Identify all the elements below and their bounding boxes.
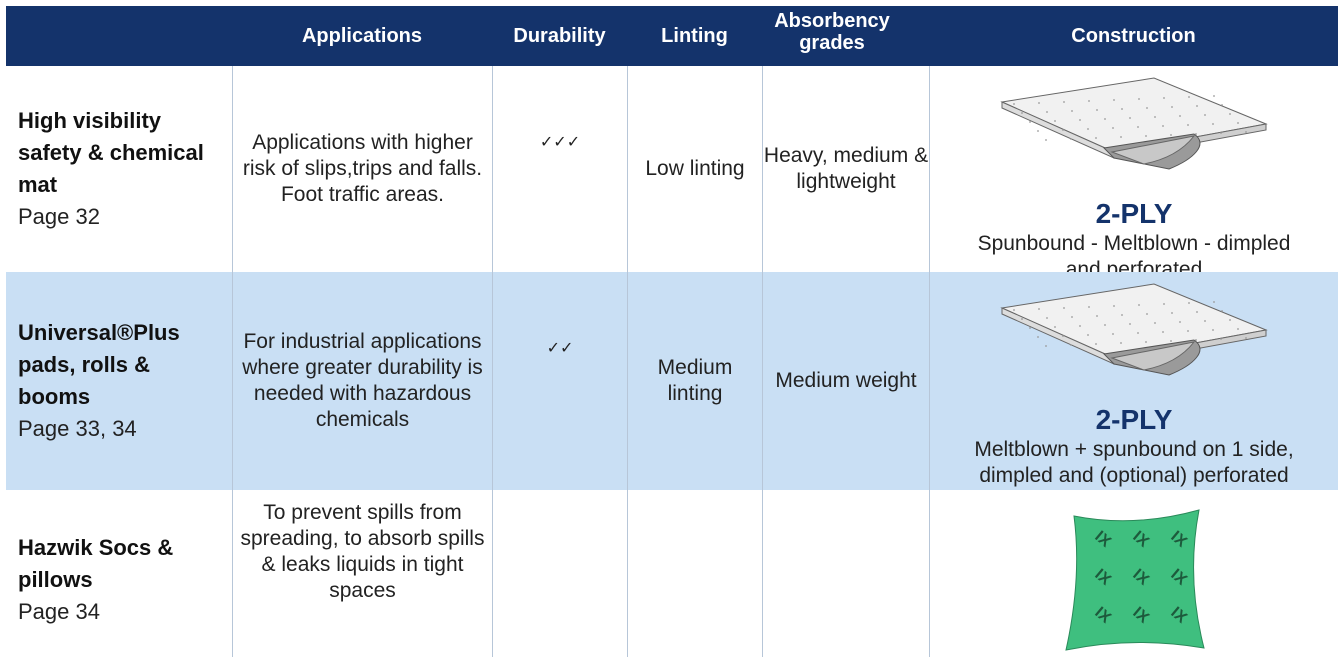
applications: Applications with higher risk of slips,t… [242, 131, 483, 206]
product-name: High visibility safety & chemical mat [18, 108, 204, 197]
cell: ✓✓✓ [492, 66, 627, 272]
cell [762, 490, 929, 657]
construction-label: 2-PLY [1095, 404, 1173, 435]
cell: To prevent spills from spreading, to abs… [232, 490, 492, 657]
cell [627, 490, 762, 657]
page-ref: Page 32 [18, 204, 100, 229]
cell: IX IX IX IX IX IX IX IX IX [929, 490, 1338, 657]
absorbency: Heavy, medium & lightweight [763, 144, 929, 193]
header-cell: Linting [661, 25, 728, 47]
header-cell: Applications [301, 25, 422, 47]
cell: Heavy, medium & lightweight [762, 66, 929, 272]
cell: 2-PLY Spunbound - Meltblown - dimpled and… [929, 66, 1338, 281]
linting: Medium linting [657, 356, 733, 405]
cell: 2-PLY Meltblown + spunbound on 1 side, di… [929, 272, 1338, 490]
applications: For industrial applications where greate… [242, 330, 483, 431]
cell: Universal®Plus pads, rolls & booms Page 3… [6, 272, 232, 490]
linting: Low linting [645, 157, 745, 180]
cell: Applications with higher risk of slips,t… [232, 66, 492, 272]
durability: ✓✓✓ [539, 134, 581, 151]
header-cell: Construction [1071, 25, 1196, 47]
cell: For industrial applications where greate… [232, 272, 492, 490]
table-row: Hazwik Socs & pillows Page 34 To prevent s… [6, 490, 1338, 657]
absorbency: Medium weight [775, 369, 917, 392]
table-row: High visibility safety & chemical mat Pag… [6, 66, 1338, 281]
cell: Hazwik Socs & pillows Page 34 [6, 490, 232, 657]
header-row: Applications Durability Linting Absorben… [6, 6, 1338, 66]
product-name: Universal®Plus pads, rolls & booms [18, 320, 180, 409]
durability: ✓✓ [546, 340, 574, 357]
header-cell: Durability [513, 25, 606, 47]
product-name: Hazwik Socs & pillows [18, 535, 174, 592]
construction-desc: Meltblown + spunbound on 1 side, dimpled… [974, 438, 1294, 487]
cell: Medium weight [762, 272, 929, 490]
header-cell: Absorbency grades [774, 10, 890, 54]
cell: ✓✓ [492, 272, 627, 490]
cell [492, 490, 627, 657]
cell: High visibility safety & chemical mat Pag… [6, 66, 232, 272]
mat-image [994, 280, 1274, 399]
cell: Low linting [627, 66, 762, 272]
mat-image [994, 74, 1274, 193]
table-row: Universal®Plus pads, rolls & booms Page 3… [6, 272, 1338, 491]
cell: Medium linting [627, 272, 762, 490]
pillow-image: IX IX IX IX IX IX IX IX IX [1054, 498, 1214, 657]
page-ref: Page 33, 34 [18, 416, 137, 441]
table: Applications Durability Linting Absorben… [6, 6, 1338, 657]
construction-label: 2-PLY [1095, 198, 1173, 229]
applications: To prevent spills from spreading, to abs… [240, 501, 485, 602]
page-ref: Page 34 [18, 599, 100, 624]
